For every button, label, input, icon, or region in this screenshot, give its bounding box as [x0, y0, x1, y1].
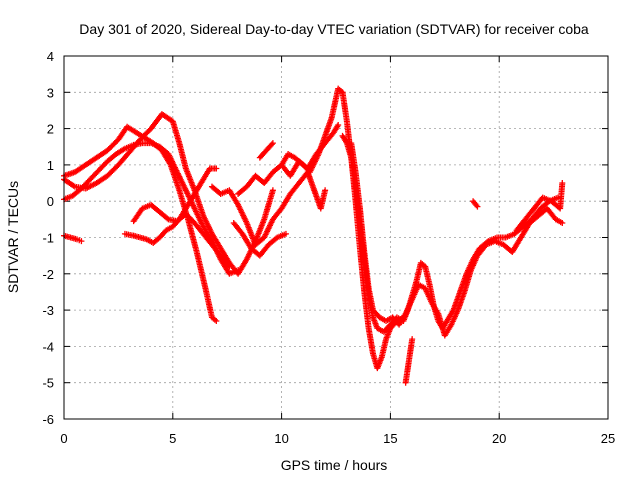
x-tick-label: 20: [492, 431, 506, 446]
data-point: [559, 180, 566, 187]
y-tick-label: -1: [42, 231, 54, 246]
y-tick-label: -3: [42, 303, 54, 318]
data-point: [322, 187, 329, 194]
y-tick-label: 1: [47, 158, 54, 173]
series-s11: [278, 85, 407, 372]
x-tick-label: 10: [274, 431, 288, 446]
data-points: [61, 85, 566, 386]
x-tick-label: 25: [601, 431, 615, 446]
data-point: [409, 336, 416, 343]
series-s14: [402, 336, 416, 386]
data-point: [213, 165, 220, 172]
series-s6: [130, 201, 233, 270]
data-point: [282, 230, 289, 237]
y-tick-label: 2: [47, 122, 54, 137]
y-axis-label: SDTVAR / TECUs: [5, 181, 21, 293]
series-s3: [61, 111, 276, 277]
y-tick-label: -6: [42, 412, 54, 427]
x-tick-label: 15: [383, 431, 397, 446]
series-s5: [121, 165, 220, 246]
y-tick-label: -2: [42, 267, 54, 282]
y-tick-label: 3: [47, 85, 54, 100]
series-s13: [348, 140, 566, 339]
data-point: [335, 121, 342, 128]
plot-frame: [63, 55, 609, 420]
data-point-sample: [268, 141, 275, 148]
data-point: [226, 263, 233, 270]
series-s16: [513, 180, 566, 234]
y-tick-label: 0: [47, 194, 54, 209]
y-tick-label: 4: [47, 49, 54, 64]
y-tick-label: -4: [42, 339, 54, 354]
x-tick-label: 5: [169, 431, 176, 446]
x-axis-label: GPS time / hours: [281, 457, 388, 473]
data-point: [559, 219, 566, 226]
series-s8: [230, 219, 289, 259]
x-tick-label: 0: [60, 431, 67, 446]
series-s4: [61, 232, 85, 245]
data-point: [269, 140, 276, 147]
data-point: [474, 203, 481, 210]
data-point: [78, 238, 85, 245]
chart-title: Day 301 of 2020, Sidereal Day-to-day VTE…: [79, 21, 589, 37]
series-s15: [470, 198, 481, 210]
data-point: [213, 317, 220, 324]
axis-ticks: -6 -5 -4 -3 -2 -1 0 1 2 3 4 0 5 10 15 20 25: [42, 49, 615, 446]
y-tick-label: -5: [42, 376, 54, 391]
series-s10: [256, 140, 276, 161]
data-point: [269, 187, 276, 194]
